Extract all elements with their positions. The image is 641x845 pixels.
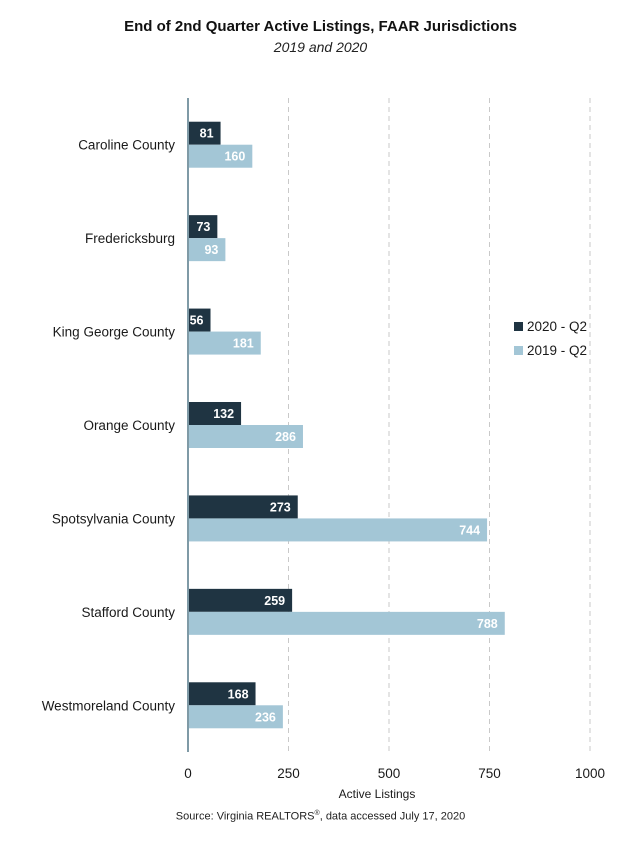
data-label: 273 bbox=[270, 500, 291, 514]
data-label: 259 bbox=[264, 594, 285, 608]
x-tick-label: 1000 bbox=[575, 766, 605, 781]
data-label: 160 bbox=[224, 150, 245, 164]
x-tick-label: 0 bbox=[184, 766, 192, 781]
bar-2020-q2 bbox=[188, 402, 242, 425]
bar-2019-q2 bbox=[188, 611, 505, 635]
data-label: 73 bbox=[196, 220, 210, 234]
x-tick-label: 250 bbox=[277, 766, 300, 781]
bar-2020-q2 bbox=[188, 121, 221, 145]
legend-label: 2019 - Q2 bbox=[527, 343, 587, 358]
data-label: 744 bbox=[459, 523, 480, 537]
legend-label: 2020 - Q2 bbox=[527, 319, 587, 334]
category-label: Spotsylvania County bbox=[52, 511, 175, 526]
legend-swatch bbox=[514, 346, 523, 355]
data-label: 56 bbox=[190, 314, 204, 328]
bar-2019-q2 bbox=[188, 238, 226, 262]
data-label: 93 bbox=[204, 243, 218, 257]
source-note: Source: Virginia REALTORS®, data accesse… bbox=[0, 810, 641, 823]
source-text: Source: Virginia REALTORS bbox=[175, 810, 315, 823]
bar-2020-q2 bbox=[188, 308, 211, 332]
source-date: , data accessed July 17, 2020 bbox=[319, 810, 466, 823]
data-label: 81 bbox=[200, 127, 214, 141]
category-label: Caroline County bbox=[78, 138, 175, 153]
data-label: 286 bbox=[275, 430, 296, 444]
bar-2020-q2 bbox=[188, 588, 293, 612]
category-label: Fredericksburg bbox=[85, 231, 175, 246]
bar-2019-q2 bbox=[188, 331, 261, 355]
bar-2019-q2 bbox=[188, 705, 283, 729]
bar-2020-q2 bbox=[188, 682, 256, 706]
bar-2020-q2 bbox=[188, 495, 298, 519]
data-label: 236 bbox=[255, 710, 276, 724]
data-label: 168 bbox=[228, 687, 249, 701]
legend-swatch bbox=[514, 322, 523, 331]
bar-2019-q2 bbox=[188, 518, 488, 542]
data-label: 788 bbox=[477, 617, 498, 631]
x-tick-label: 500 bbox=[378, 766, 401, 781]
registered-mark: ® bbox=[314, 810, 320, 817]
bar-2020-q2 bbox=[188, 215, 218, 239]
category-label: Orange County bbox=[83, 418, 175, 433]
category-label: King George County bbox=[53, 325, 176, 340]
chart-title: End of 2nd Quarter Active Listings, FAAR… bbox=[124, 18, 517, 35]
category-label: Westmoreland County bbox=[42, 698, 176, 713]
x-tick-label: 750 bbox=[478, 766, 501, 781]
bar-2019-q2 bbox=[188, 144, 253, 168]
data-label: 181 bbox=[233, 337, 254, 351]
data-label: 132 bbox=[213, 407, 234, 421]
chart-subtitle: 2019 and 2020 bbox=[273, 39, 368, 55]
category-label: Stafford County bbox=[81, 605, 175, 620]
x-axis-title: Active Listings bbox=[339, 787, 416, 801]
bar-2019-q2 bbox=[188, 425, 303, 448]
